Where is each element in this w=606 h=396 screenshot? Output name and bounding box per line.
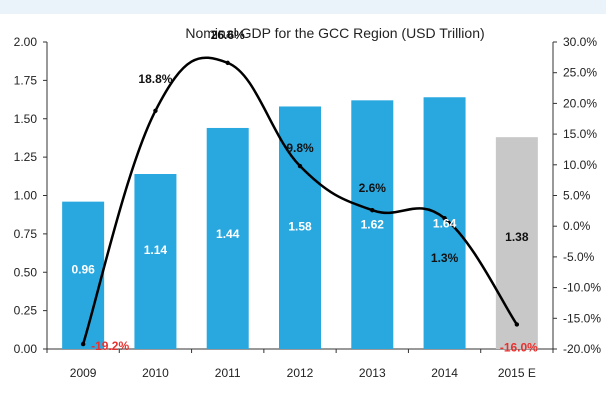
line-value-label: 2.6% [359,181,387,195]
y-left-tick-label: 1.50 [14,112,38,126]
bar-value-label: 1.62 [361,217,385,231]
y-left-tick-label: 0.25 [14,304,38,318]
growth-point-2015-e [514,322,520,327]
y-left-tick-label: 1.75 [14,73,38,87]
bar-value-label: 1.58 [288,219,312,233]
y-right-tick-label: -5.0% [563,250,595,264]
bar-2010 [134,174,177,349]
line-value-label: 1.3% [431,251,459,265]
y-right-tick-label: 5.0% [563,189,591,203]
bar-value-label: 1.38 [505,230,529,244]
y-left-tick-label: 2.00 [14,35,38,49]
y-right-tick-label: 30.0% [563,35,597,49]
growth-point-2013 [370,208,375,213]
chart-title: Nominal GDP for the GCC Region (USD Tril… [185,25,484,41]
bar-value-label: 1.44 [216,227,240,241]
y-left-tick-label: 0.75 [14,227,38,241]
bar-2009 [62,201,105,349]
bar-2013 [351,100,394,349]
y-left-tick-label: 1.25 [14,150,38,164]
growth-point-2012 [297,163,303,169]
growth-point-2009 [80,341,86,347]
y-left-tick-label: 0.00 [14,342,38,356]
y-left-tick-label: 1.00 [14,189,38,203]
x-tick-label: 2009 [70,366,97,380]
bar-2014 [423,97,466,349]
y-right-tick-label: 15.0% [563,127,597,141]
growth-point-2011 [225,60,230,66]
y-right-tick-label: -15.0% [563,311,601,325]
growth-point-2014 [442,216,447,221]
line-value-label: 26.6% [211,28,245,42]
y-right-tick-label: 20.0% [563,96,597,110]
y-right-tick-label: -10.0% [563,281,601,295]
line-value-label: -16.0% [500,340,538,354]
x-tick-label: 2012 [287,366,314,380]
x-tick-label: 2015 E [498,366,536,380]
bar-2015-e [495,137,538,349]
bar-value-label: 0.96 [71,263,95,277]
x-tick-label: 2014 [431,366,458,380]
bar-value-label: 1.64 [433,216,457,230]
growth-point-2010 [153,108,158,113]
x-tick-label: 2010 [142,366,169,380]
top-band [0,0,606,14]
line-value-label: 9.8% [286,141,314,155]
x-tick-label: 2011 [215,366,241,380]
line-value-label: 18.8% [138,72,172,86]
y-right-tick-label: 0.0% [563,219,591,233]
y-right-tick-label: 10.0% [563,158,597,172]
y-right-tick-label: -20.0% [563,342,601,356]
y-right-tick-label: 25.0% [563,66,597,80]
bar-2011 [206,127,249,350]
y-left-tick-label: 0.50 [14,265,38,279]
x-tick-label: 2013 [359,366,386,380]
bar-value-label: 1.14 [144,243,168,257]
line-value-label: -19.2% [91,339,129,353]
